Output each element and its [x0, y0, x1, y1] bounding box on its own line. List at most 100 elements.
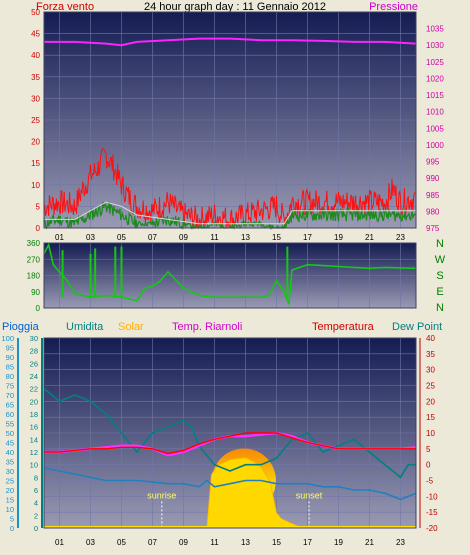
tick-label-direction: 270	[27, 255, 41, 264]
tick-label-rain: 35	[6, 458, 14, 467]
series-humidity-line	[43, 388, 416, 479]
tick-label-wind: 0	[36, 224, 41, 233]
tick-label-hour: 03	[86, 233, 95, 242]
legend-rain: Pioggia	[2, 321, 40, 333]
tick-label-hour: 07	[148, 233, 157, 242]
tick-label-wind: 35	[31, 73, 40, 82]
tick-label-rain: 15	[6, 496, 14, 505]
right-axis-label-pressure: Pressione	[369, 1, 418, 13]
tick-label-hour: 23	[396, 233, 405, 242]
tick-label-wind: 25	[31, 116, 40, 125]
tick-label-pressure: 1035	[426, 25, 444, 34]
tick-label-wind: 15	[31, 159, 40, 168]
tick-label-temperature: 40	[426, 334, 435, 343]
left-axis-label-wind: Forza vento	[36, 1, 94, 13]
tick-label-pressure: 980	[426, 207, 440, 216]
legend-dewpoint: Dew Point	[392, 321, 442, 333]
tick-label-rain: 80	[6, 372, 14, 381]
tick-label-hour: 13	[241, 233, 250, 242]
tick-label-hour: 11	[210, 538, 219, 547]
tick-label-hour: 17	[303, 233, 312, 242]
tick-label-rain: 25	[6, 477, 14, 486]
tick-label-wind: 30	[31, 94, 40, 103]
tick-label-pressure: 990	[426, 174, 440, 183]
tick-label-humidity: 20	[30, 397, 38, 406]
tick-label-rain: 5	[10, 515, 14, 524]
tick-label-humidity: 6	[34, 486, 38, 495]
compass-label: N	[436, 302, 444, 314]
tick-label-hour: 15	[272, 538, 281, 547]
tick-label-hour: 21	[365, 538, 374, 547]
tick-label-wind: 5	[36, 202, 41, 211]
tick-label-temperature: -10	[426, 492, 438, 501]
legend-riarnoli: Temp. Riarnoli	[172, 321, 242, 333]
tick-label-hour: 05	[117, 538, 126, 547]
tick-label-temperature: 25	[426, 382, 435, 391]
tick-label-pressure: 1015	[426, 91, 444, 100]
tick-label-temperature: 35	[426, 350, 435, 359]
tick-label-humidity: 0	[34, 524, 38, 533]
tick-label-wind: 50	[31, 8, 40, 17]
tick-label-humidity: 22	[30, 385, 38, 394]
annotation-sunrise: sunrise	[147, 491, 176, 501]
tick-label-temperature: -15	[426, 508, 438, 517]
tick-label-hour: 19	[334, 538, 343, 547]
tick-label-pressure: 1005	[426, 124, 444, 133]
plot-frame	[43, 11, 417, 229]
tick-label-direction: 0	[36, 304, 41, 313]
series-wind-line	[43, 201, 416, 230]
tick-label-rain: 20	[6, 486, 14, 495]
tick-label-humidity: 28	[30, 347, 38, 356]
tick-label-hour: 13	[241, 538, 250, 547]
tick-label-rain: 0	[10, 524, 14, 533]
tick-label-pressure: 975	[426, 224, 440, 233]
tick-label-temperature: 15	[426, 413, 435, 422]
tick-label-temperature: 30	[426, 366, 435, 375]
chart-title: 24 hour graph day : 11 Gennaio 2012	[144, 1, 326, 13]
tick-label-humidity: 4	[34, 499, 38, 508]
tick-label-direction: 180	[27, 272, 41, 281]
compass-label: N	[436, 238, 444, 250]
tick-label-pressure: 1000	[426, 141, 444, 150]
tick-label-rain: 100	[1, 334, 14, 343]
tick-label-rain: 50	[6, 429, 14, 438]
tick-label-humidity: 18	[30, 410, 38, 419]
tick-label-hour: 15	[272, 233, 281, 242]
tick-label-hour: 05	[117, 233, 126, 242]
series-solar-area	[206, 457, 308, 529]
legend-humidity: Umidita	[66, 321, 104, 333]
tick-label-hour: 01	[55, 538, 64, 547]
tick-label-rain: 75	[6, 382, 14, 391]
tick-label-humidity: 16	[30, 423, 38, 432]
tick-label-hour: 09	[179, 538, 188, 547]
tick-label-rain: 40	[6, 448, 14, 457]
tick-label-hour: 03	[86, 538, 95, 547]
tick-label-rain: 10	[6, 505, 14, 514]
tick-label-rain: 90	[6, 353, 14, 362]
tick-label-wind: 40	[31, 51, 40, 60]
tick-label-pressure: 1010	[426, 108, 444, 117]
tick-label-humidity: 30	[30, 334, 38, 343]
tick-label-humidity: 26	[30, 359, 38, 368]
tick-label-hour: 11	[210, 233, 219, 242]
tick-label-temperature: 0	[426, 461, 431, 470]
tick-label-rain: 95	[6, 344, 14, 353]
tick-label-pressure: 1025	[426, 58, 444, 67]
tick-label-pressure: 995	[426, 158, 440, 167]
tick-label-direction: 90	[31, 288, 40, 297]
tick-label-rain: 30	[6, 467, 14, 476]
tick-label-humidity: 14	[30, 435, 38, 444]
tick-label-hour: 21	[365, 233, 374, 242]
tick-label-temperature: 20	[426, 397, 435, 406]
plot-frame	[43, 337, 417, 529]
tick-label-hour: 19	[334, 233, 343, 242]
series-average-line	[44, 201, 416, 225]
tick-label-rain: 45	[6, 439, 14, 448]
tick-label-humidity: 12	[30, 448, 38, 457]
tick-label-rain: 55	[6, 420, 14, 429]
tick-label-rain: 85	[6, 363, 14, 372]
tick-label-humidity: 2	[34, 511, 38, 520]
tick-label-humidity: 24	[30, 372, 38, 381]
tick-label-hour: 07	[148, 538, 157, 547]
